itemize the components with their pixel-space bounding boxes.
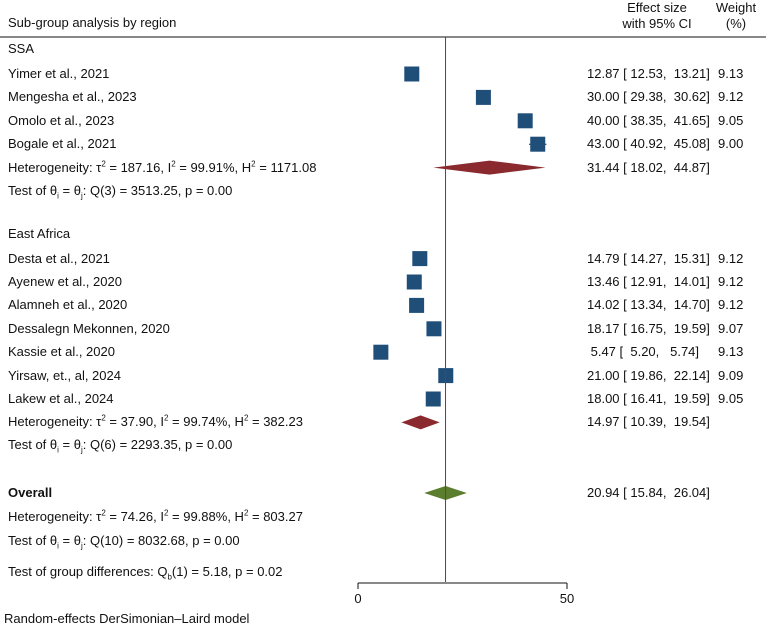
group-differences-test: Test of group differences: Qb(1) = 5.18,… (8, 564, 283, 582)
study-label: Yimer et al., 2021 (8, 66, 110, 81)
study-label: Omolo et al., 2023 (8, 112, 115, 128)
study-ci-text: 30.00 [ 29.38, 30.62] (587, 89, 710, 105)
study-weight: 9.07 (718, 320, 744, 336)
study-ci-text: 12.87 [ 12.53, 13.21] (587, 66, 710, 81)
study-label: Kassie et al., 2020 (8, 344, 115, 360)
study-ci-text: 43.00 [ 40.92, 45.08] (587, 136, 710, 152)
study-square (406, 274, 422, 290)
overall-label: Overall (8, 485, 53, 500)
group-heterogeneity: Heterogeneity: τ2 = 187.16, I2 = 99.91%,… (8, 159, 317, 175)
group-pooled-ci: 14.97 [ 10.39, 19.54] (587, 414, 710, 430)
group-heading: East Africa (8, 225, 71, 241)
study-square (373, 344, 389, 360)
study-square (426, 321, 442, 337)
study-label: Mengesha et al., 2023 (8, 89, 137, 105)
study-square (517, 113, 533, 129)
weight-header: Weight (715, 0, 757, 15)
group-pooled-ci: 31.44 [ 18.02, 44.87] (587, 159, 710, 175)
chart-title: Sub-group analysis by region (8, 15, 177, 30)
study-weight: 9.12 (718, 250, 744, 266)
study-ci-text: 5.47 [ 5.20, 5.74] (587, 344, 700, 360)
model-footer: Random-effects DerSimonian–Laird model (4, 611, 250, 626)
study-label: Bogale et al., 2021 (8, 136, 117, 152)
study-weight: 9.12 (718, 274, 744, 289)
study-ci-text: 18.00 [ 16.41, 19.59] (587, 391, 710, 406)
overall-heterogeneity: Heterogeneity: τ2 = 74.26, I2 = 99.88%, … (8, 508, 303, 524)
effect-size-header: Effect size (627, 0, 687, 15)
study-label: Lakew et al., 2024 (8, 391, 114, 406)
weight-unit-header: (%) (725, 16, 747, 31)
overall-ci: 20.94 [ 15.84, 26.04] (587, 485, 710, 500)
study-label: Yirsaw, et., al, 2024 (8, 367, 121, 383)
study-weight: 9.05 (718, 391, 744, 406)
study-ci-text: 14.79 [ 14.27, 15.31] (587, 250, 710, 266)
study-square (425, 391, 441, 407)
study-label: Desta et al., 2021 (8, 250, 110, 266)
study-weight: 9.12 (718, 89, 744, 105)
group-heterogeneity: Heterogeneity: τ2 = 37.90, I2 = 99.74%, … (8, 414, 303, 430)
subgroup-diamond (433, 160, 546, 175)
study-weight: 9.09 (718, 367, 744, 383)
group-homogeneity-test: Test of θi = θj: Q(6) = 2293.35, p = 0.0… (8, 437, 233, 455)
study-weight: 9.12 (718, 297, 744, 313)
ci-header: with 95% CI (622, 16, 692, 31)
study-label: Alamneh et al., 2020 (8, 297, 128, 313)
study-label: Ayenew et al., 2020 (8, 274, 122, 289)
study-square (409, 297, 425, 313)
x-tick-label: 50 (560, 591, 574, 606)
study-label: Dessalegn Mekonnen, 2020 (8, 320, 170, 336)
study-ci-text: 18.17 [ 16.75, 19.59] (587, 320, 710, 336)
study-ci-text: 13.46 [ 12.91, 14.01] (587, 274, 710, 289)
study-weight: 9.05 (718, 112, 744, 128)
study-square (412, 251, 428, 267)
overall-homogeneity-test: Test of θi = θj: Q(10) = 8032.68, p = 0.… (8, 533, 240, 551)
subgroup-diamond (401, 415, 440, 430)
study-ci-text: 14.02 [ 13.34, 14.70] (587, 297, 710, 313)
study-square (404, 66, 420, 82)
x-tick-label: 0 (354, 591, 361, 606)
study-square (475, 89, 491, 105)
study-ci-text: 21.00 [ 19.86, 22.14] (587, 367, 710, 383)
group-heading: SSA (8, 41, 35, 56)
study-ci-text: 40.00 [ 38.35, 41.65] (587, 112, 710, 128)
study-weight: 9.00 (718, 136, 744, 152)
group-homogeneity-test: Test of θi = θj: Q(3) = 3513.25, p = 0.0… (8, 182, 233, 201)
study-square (530, 136, 546, 152)
study-weight: 9.13 (718, 344, 744, 360)
study-weight: 9.13 (718, 66, 744, 81)
